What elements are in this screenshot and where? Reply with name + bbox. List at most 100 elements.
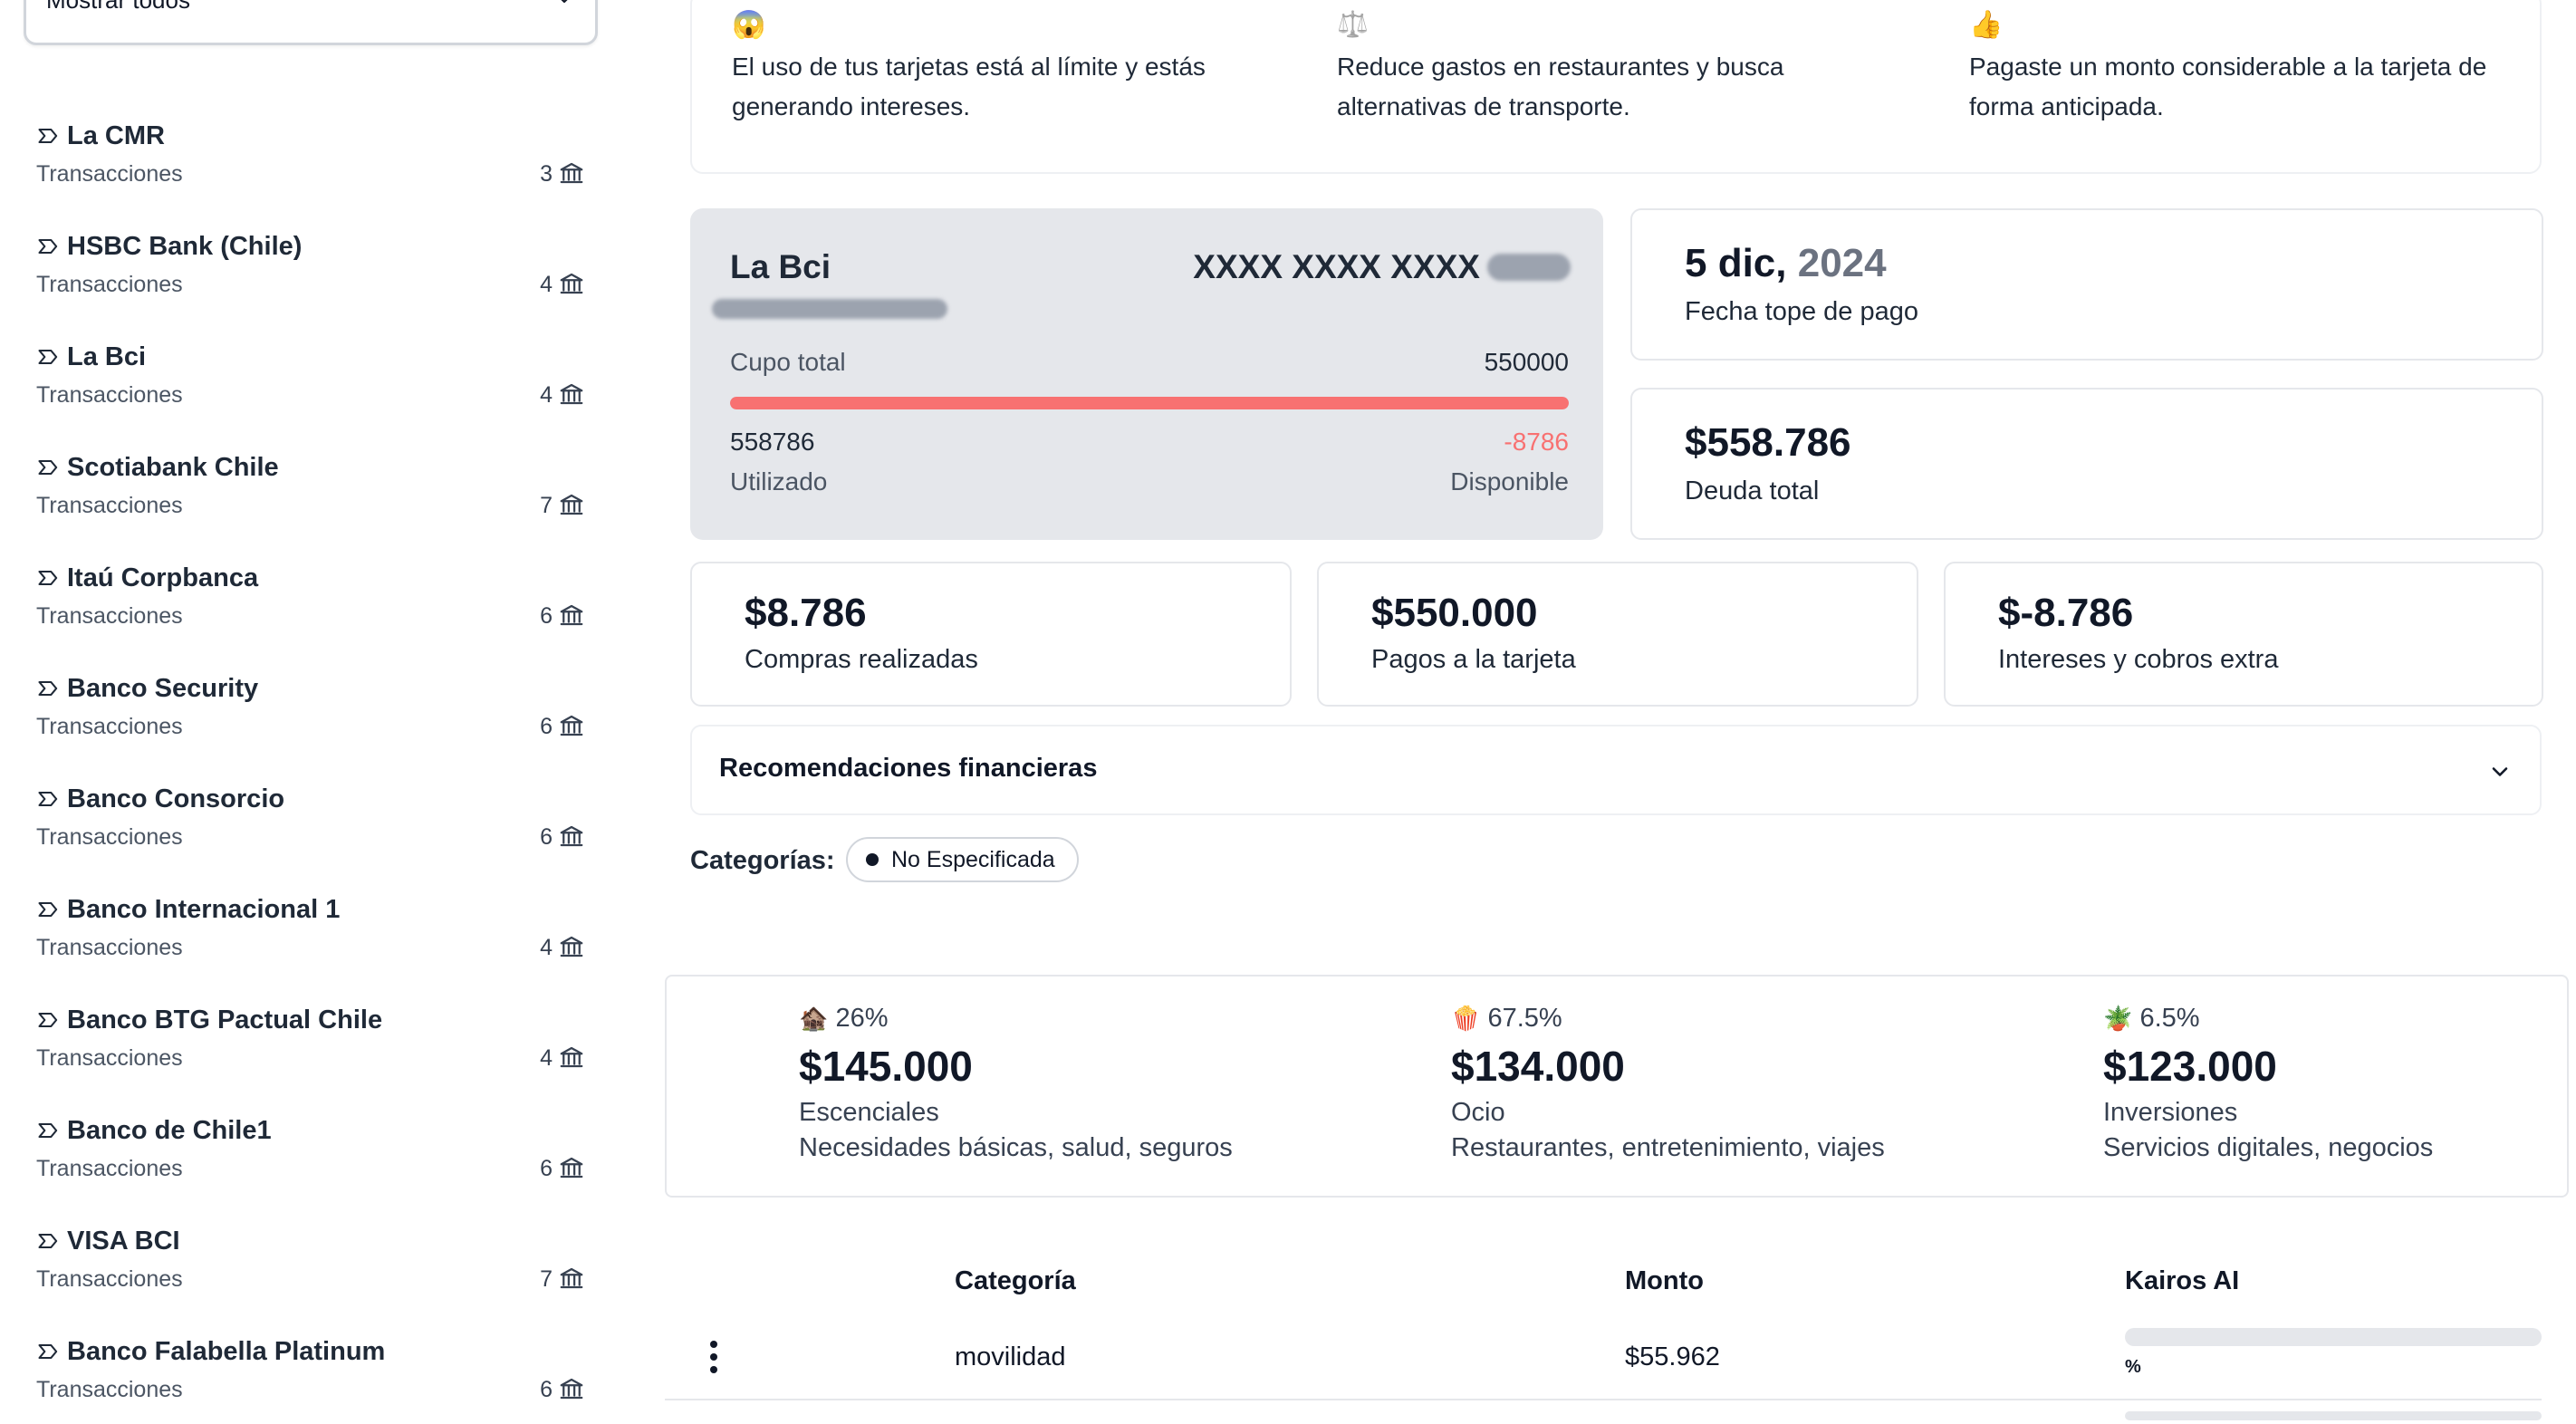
bank-name: La CMR	[67, 120, 165, 150]
column-header-category[interactable]: Categoría	[955, 1266, 1076, 1295]
purchases-card: $8.786 Compras realizadas	[690, 562, 1292, 707]
more-options-icon[interactable]	[706, 1339, 721, 1375]
tag-icon	[38, 791, 58, 807]
recommendations-accordion[interactable]: Recomendaciones financieras	[690, 725, 2542, 815]
sidebar-bank-item[interactable]: Scotiabank Chile Transacciones 7	[36, 449, 585, 540]
house-icon: 🏚️	[799, 1005, 829, 1032]
bank-icon	[560, 1157, 583, 1179]
alert-text: Reduce gastos en restaurantes y busca al…	[1337, 53, 1784, 120]
category-chip-label: No Especificada	[891, 846, 1055, 872]
bank-name-row: Banco Security	[36, 670, 258, 707]
interest-label: Intereses y cobros extra	[1998, 645, 2279, 674]
transaction-count: 4	[540, 935, 553, 960]
bank-icon	[560, 1267, 583, 1289]
bank-subtitle: Transacciones	[36, 824, 183, 850]
shocked-face-icon: 😱	[732, 10, 766, 40]
sidebar-bank-item[interactable]: Banco Internacional 1 Transacciones 4	[36, 891, 585, 982]
tag-icon	[38, 349, 58, 365]
bank-icon	[560, 1378, 583, 1400]
sidebar-bank-item[interactable]: VISA BCI Transacciones 7	[36, 1223, 585, 1313]
tag-icon	[38, 680, 58, 697]
bank-name: Banco Consorcio	[67, 784, 285, 813]
sidebar-bank-item[interactable]: Banco Consorcio Transacciones 6	[36, 781, 585, 871]
sidebar: Mostrar todos La CMR Transacciones 3 HSBC B…	[0, 0, 634, 1417]
due-year: 2024	[1797, 241, 1887, 285]
transaction-count: 7	[540, 1266, 553, 1292]
row-divider	[665, 1399, 2542, 1400]
bank-name: VISA BCI	[67, 1226, 180, 1256]
alert-text: Pagaste un monto considerable a la tarje…	[1969, 53, 2487, 120]
sidebar-bank-item[interactable]: La CMR Transacciones 3	[36, 118, 585, 208]
bank-name-row: Banco BTG Pactual Chile	[36, 1002, 382, 1038]
bank-icon	[560, 936, 583, 957]
ai-progress-bar	[2125, 1411, 2542, 1420]
bank-name-row: La Bci	[36, 339, 146, 375]
categories-label: Categorías:	[690, 846, 835, 875]
used-label: Utilizado	[730, 467, 828, 496]
total-debt-card: $558.786 Deuda total	[1630, 388, 2543, 540]
bank-name-row: La CMR	[36, 118, 165, 154]
budget-amount: $145.000	[799, 1043, 973, 1090]
row-amount: $55.962	[1625, 1342, 1720, 1371]
tag-icon	[38, 901, 58, 918]
bank-icon	[560, 273, 583, 294]
transaction-count: 4	[540, 382, 553, 408]
payments-card: $550.000 Pagos a la tarjeta	[1317, 562, 1918, 707]
budget-pct: 🪴 6.5%	[2103, 1004, 2433, 1040]
transaction-count: 4	[540, 1045, 553, 1071]
card-number: XXXX XXXX XXXX	[1193, 248, 1571, 286]
interest-card: $-8.786 Intereses y cobros extra	[1944, 562, 2543, 707]
alert-text: El uso de tus tarjetas está al límite y …	[732, 53, 1206, 120]
bank-subtitle: Transacciones	[36, 935, 183, 960]
bank-subtitle: Transacciones	[36, 382, 183, 408]
column-header-amount[interactable]: Monto	[1625, 1266, 1704, 1295]
tag-icon	[38, 238, 58, 255]
row-category: movilidad	[955, 1342, 1066, 1371]
category-chip[interactable]: No Especificada	[846, 837, 1079, 882]
total-debt-value: $558.786	[1685, 420, 1851, 465]
sidebar-bank-item[interactable]: Banco BTG Pactual Chile Transacciones 4	[36, 1002, 585, 1092]
recommendations-title: Recomendaciones financieras	[719, 754, 1098, 783]
sidebar-bank-item[interactable]: Banco de Chile1 Transacciones 6	[36, 1112, 585, 1203]
purchases-label: Compras realizadas	[745, 645, 978, 674]
sidebar-bank-item[interactable]: Banco Falabella Platinum Transacciones 6	[36, 1333, 585, 1424]
payments-value: $550.000	[1371, 591, 1538, 635]
popcorn-icon: 🍿	[1451, 1005, 1481, 1032]
column-header-ai[interactable]: Kairos AI	[2125, 1266, 2240, 1295]
sidebar-bank-item[interactable]: HSBC Bank (Chile) Transacciones 4	[36, 228, 585, 319]
alerts-card: 😱 El uso de tus tarjetas está al límite …	[690, 0, 2542, 174]
bank-subtitle: Transacciones	[36, 493, 183, 518]
bank-name: Banco BTG Pactual Chile	[67, 1005, 383, 1034]
tag-icon	[38, 1343, 58, 1360]
filter-select-value: Mostrar todos	[46, 0, 190, 14]
bank-name: Banco de Chile1	[67, 1115, 272, 1145]
bank-name-row: Banco Falabella Platinum	[36, 1333, 385, 1370]
usage-bar	[730, 397, 1569, 409]
sidebar-bank-item[interactable]: Itaú Corpbanca Transacciones 6	[36, 560, 585, 650]
bank-icon	[560, 1046, 583, 1068]
bank-icon	[560, 494, 583, 515]
transaction-count: 4	[540, 272, 553, 297]
payments-label: Pagos a la tarjeta	[1371, 645, 1576, 674]
bank-name-row: Banco Consorcio	[36, 781, 284, 817]
bank-name: Banco Internacional 1	[67, 894, 341, 924]
credit-card[interactable]: La Bci XXXX XXXX XXXX Cupo total 550000 …	[690, 208, 1603, 540]
bank-subtitle: Transacciones	[36, 1377, 183, 1402]
bank-subtitle: Transacciones	[36, 1266, 183, 1292]
chevron-down-icon	[561, 0, 568, 4]
budget-pct-value: 26%	[835, 1004, 889, 1033]
transaction-count: 6	[540, 714, 553, 739]
tag-icon	[38, 128, 58, 144]
sidebar-bank-item[interactable]: La Bci Transacciones 4	[36, 339, 585, 429]
filter-select[interactable]: Mostrar todos	[24, 0, 598, 45]
transaction-count: 3	[540, 161, 553, 187]
alert-item: 😱 El uso de tus tarjetas está al límite …	[732, 9, 1312, 127]
bank-name-row: VISA BCI	[36, 1223, 180, 1259]
bank-subtitle: Transacciones	[36, 1045, 183, 1071]
alert-item: ⚖️ Reduce gastos en restaurantes y busca…	[1337, 9, 1917, 127]
usage-bar-fill	[730, 397, 1569, 409]
sidebar-bank-item[interactable]: Banco Security Transacciones 6	[36, 670, 585, 761]
budget-column: 🪴 6.5% $123.000 Inversiones Servicios di…	[2103, 1004, 2433, 1163]
bank-name-row: Banco Internacional 1	[36, 891, 340, 928]
balance-scale-icon: ⚖️	[1337, 10, 1369, 38]
